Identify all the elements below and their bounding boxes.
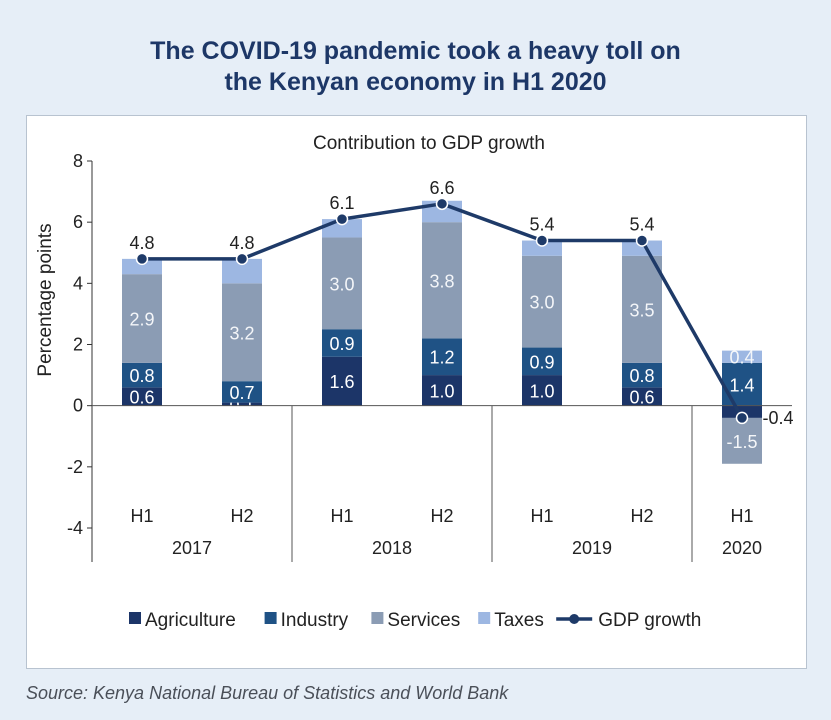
services-data-label: 2.9 bbox=[129, 310, 154, 330]
industry-data-label: 1.2 bbox=[429, 348, 454, 368]
industry-legend-swatch bbox=[264, 612, 277, 624]
services-bar bbox=[222, 283, 262, 382]
x-year-label: 2019 bbox=[572, 538, 612, 558]
services-legend-swatch bbox=[371, 612, 384, 624]
agriculture-data-label: 1.6 bbox=[329, 372, 354, 392]
services-data-label: 3.2 bbox=[229, 323, 254, 343]
agriculture-bar bbox=[422, 375, 462, 406]
page-title: The COVID-19 pandemic took a heavy toll … bbox=[0, 36, 831, 98]
services-bar bbox=[422, 222, 462, 339]
agriculture-bar bbox=[522, 375, 562, 406]
gdp-growth-point bbox=[235, 252, 249, 266]
gdp-growth-point bbox=[635, 234, 649, 247]
y-tick-label: 0 bbox=[73, 396, 83, 416]
taxes-legend-swatch bbox=[478, 612, 491, 624]
industry-bar bbox=[222, 381, 262, 403]
industry-bar bbox=[622, 362, 662, 388]
agriculture-data-label: 1.0 bbox=[529, 381, 554, 401]
gdp-contribution-chart: Contribution to GDP growth Percentage po… bbox=[35, 133, 794, 631]
services-bar bbox=[722, 417, 762, 464]
page-title-line-1: The COVID-19 pandemic took a heavy toll … bbox=[150, 37, 681, 65]
chart-panel: Contribution to GDP growth Percentage po… bbox=[26, 115, 807, 669]
agriculture-bar bbox=[322, 356, 362, 406]
industry-data-label: 0.7 bbox=[229, 383, 254, 403]
gdp-growth-point bbox=[535, 234, 549, 247]
x-category-label: H2 bbox=[230, 506, 253, 526]
legend: Agriculture Industry Services Taxes GDP grow… bbox=[129, 610, 701, 631]
source-note: Source: Kenya National Bureau of Statist… bbox=[26, 683, 509, 703]
agriculture-legend-label: Agriculture bbox=[145, 610, 236, 631]
y-tick-label: 8 bbox=[73, 151, 83, 171]
services-data-label: -1.5 bbox=[726, 432, 757, 452]
services-legend-label: Services bbox=[387, 610, 460, 631]
industry-data-label: 1.4 bbox=[729, 375, 754, 395]
industry-data-label: 0.9 bbox=[529, 352, 554, 372]
agriculture-data-label: 0.6 bbox=[629, 387, 654, 407]
taxes-data-label: 0.4 bbox=[729, 348, 754, 368]
x-category-label: H1 bbox=[530, 506, 553, 526]
industry-legend-label: Industry bbox=[281, 610, 349, 631]
page-title-line-2: the Kenyan economy in H1 2020 bbox=[224, 68, 607, 96]
x-year-label: 2020 bbox=[722, 538, 762, 558]
chart-title: Contribution to GDP growth bbox=[313, 133, 545, 154]
gdp-growth-label: -0.4 bbox=[762, 408, 793, 428]
x-year-label: 2017 bbox=[172, 538, 212, 558]
y-tick-label: -2 bbox=[67, 457, 83, 477]
gdp-growth-point bbox=[735, 411, 749, 425]
services-data-label: 3.5 bbox=[629, 300, 654, 320]
services-bar bbox=[522, 255, 562, 348]
x-category-label: H1 bbox=[330, 506, 353, 526]
industry-data-label: 0.8 bbox=[129, 366, 154, 386]
industry-bar bbox=[522, 347, 562, 376]
services-bar bbox=[322, 237, 362, 330]
x-category-label: H2 bbox=[430, 506, 453, 526]
taxes-bar bbox=[722, 350, 762, 363]
services-bar bbox=[622, 255, 662, 363]
services-data-label: 3.8 bbox=[429, 271, 454, 291]
gdp-growth-label: 4.8 bbox=[129, 233, 154, 253]
industry-data-label: 0.8 bbox=[629, 366, 654, 386]
industry-data-label: 0.9 bbox=[329, 334, 354, 354]
gdp-growth-label: 5.4 bbox=[529, 215, 554, 235]
industry-bar bbox=[322, 329, 362, 357]
x-category-label: H1 bbox=[130, 506, 153, 526]
gdp-growth-label: 4.8 bbox=[229, 233, 254, 253]
y-axis-label: Percentage points bbox=[35, 223, 56, 376]
taxes-bar bbox=[622, 240, 662, 256]
gdp-growth-point bbox=[435, 197, 449, 211]
services-bar bbox=[122, 274, 162, 363]
industry-bar bbox=[122, 362, 162, 388]
y-tick-label: 6 bbox=[73, 212, 83, 232]
industry-bar bbox=[422, 338, 462, 376]
gdp-growth-label: 6.1 bbox=[329, 193, 354, 213]
gdp-growth-legend-label: GDP growth bbox=[598, 610, 701, 631]
agriculture-legend-swatch bbox=[129, 612, 141, 624]
agriculture-bar bbox=[622, 387, 662, 406]
agriculture-bar bbox=[222, 402, 262, 406]
services-data-label: 3.0 bbox=[529, 293, 554, 313]
y-tick-label: 2 bbox=[73, 335, 83, 355]
gdp-growth-label: 5.4 bbox=[629, 215, 654, 235]
taxes-bar bbox=[522, 240, 562, 256]
agriculture-data-label: 1.0 bbox=[429, 381, 454, 401]
gdp-growth-point bbox=[135, 252, 149, 266]
x-category-label: H2 bbox=[630, 506, 653, 526]
taxes-legend-label: Taxes bbox=[494, 610, 544, 631]
gdp-growth-legend-marker bbox=[569, 614, 580, 624]
services-data-label: 3.0 bbox=[329, 274, 354, 294]
x-category-label: H1 bbox=[730, 506, 753, 526]
agriculture-data-label: 0.6 bbox=[129, 387, 154, 407]
y-tick-label: 4 bbox=[73, 273, 83, 293]
gdp-growth-point bbox=[335, 212, 349, 226]
taxes-bar bbox=[122, 258, 162, 275]
x-year-label: 2018 bbox=[372, 538, 412, 558]
agriculture-bar bbox=[122, 387, 162, 406]
industry-bar bbox=[722, 362, 762, 406]
gdp-growth-label: 6.6 bbox=[429, 178, 454, 198]
y-tick-label: -4 bbox=[67, 518, 83, 538]
